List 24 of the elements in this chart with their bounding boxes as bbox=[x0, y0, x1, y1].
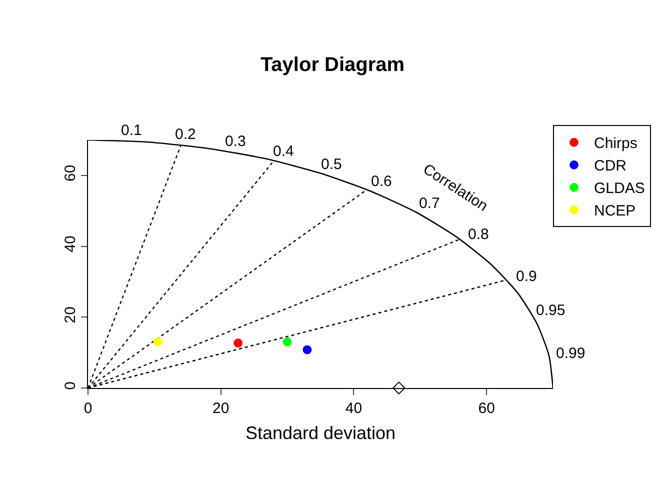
x-tick-label: 0 bbox=[84, 400, 92, 417]
annotation: 0.9 bbox=[516, 268, 537, 285]
x-tick-label: 60 bbox=[478, 400, 495, 417]
annotation: 0.6 bbox=[371, 173, 392, 190]
y-tick-label: 40 bbox=[62, 236, 79, 252]
annotation: 0.2 bbox=[175, 126, 196, 143]
annotation: 0.4 bbox=[273, 143, 294, 160]
legend-label: CDR bbox=[594, 158, 627, 175]
x-tick-label: 20 bbox=[212, 400, 230, 417]
y-tick-label: 0 bbox=[62, 382, 79, 390]
x-tick-label: 40 bbox=[345, 400, 362, 417]
chart-title: Taylor Diagram bbox=[260, 54, 405, 76]
annotation: 0.3 bbox=[225, 133, 246, 150]
text: 0.99 bbox=[556, 345, 586, 362]
annotation: 0.8 bbox=[468, 226, 489, 243]
annotation: 0.5 bbox=[321, 156, 342, 173]
y-tick-label: 60 bbox=[62, 164, 79, 182]
legend-label: Chirps bbox=[594, 135, 638, 152]
y-tick-label: 20 bbox=[62, 306, 79, 324]
x-axis-title: Standard deviation bbox=[245, 423, 396, 444]
text: 0.1 bbox=[121, 122, 142, 139]
legend-label: GLDAS bbox=[594, 180, 645, 198]
annotation: 0.95 bbox=[536, 302, 566, 319]
legend-label: NCEP bbox=[594, 202, 636, 220]
